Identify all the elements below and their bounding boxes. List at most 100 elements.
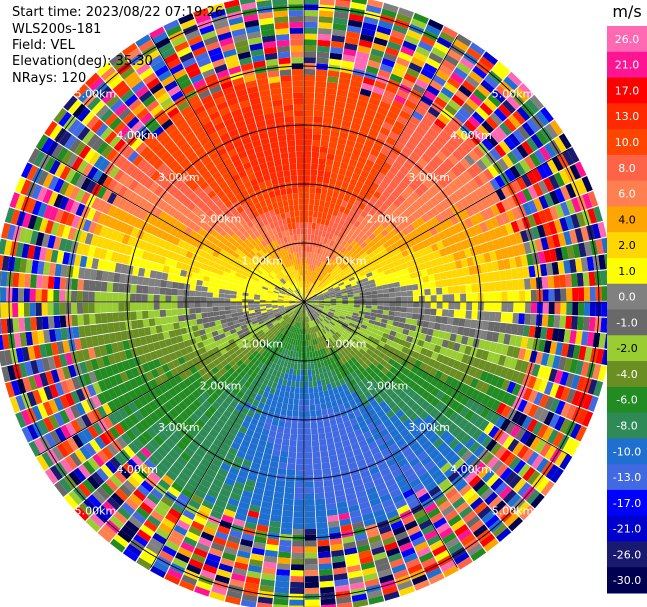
velocity-gate [454,293,461,302]
velocity-gate [374,80,387,90]
velocity-gate [441,255,450,265]
velocity-gate [219,314,227,320]
velocity-gate [248,296,255,300]
velocity-gate [506,312,514,324]
velocity-gate [153,254,161,264]
velocity-gate [454,370,463,381]
velocity-gate [447,49,463,62]
velocity-gate [329,292,336,295]
velocity-gate [235,555,250,565]
velocity-gate [310,163,318,170]
velocity-gate [291,558,304,565]
velocity-gate [86,411,98,425]
velocity-gate [411,393,421,403]
velocity-gate [341,383,349,391]
velocity-gate [571,197,582,213]
velocity-gate [220,318,228,325]
velocity-gate [318,158,327,165]
velocity-gate [358,439,368,448]
velocity-gate [317,254,322,261]
velocity-gate [357,215,365,223]
velocity-gate [179,371,188,381]
velocity-gate [329,344,335,351]
velocity-gate [532,377,543,391]
velocity-gate [520,360,530,374]
velocity-gate [378,326,386,333]
velocity-gate [189,284,197,291]
velocity-gate [283,329,288,336]
velocity-gate [551,328,560,342]
velocity-gate [365,159,375,168]
velocity-gate [264,319,271,325]
velocity-gate [402,218,412,228]
velocity-gate [302,304,304,311]
velocity-gate [87,347,96,360]
velocity-gate [319,373,325,380]
velocity-gate [266,292,273,296]
velocity-gate [299,387,304,394]
velocity-gate [304,68,316,76]
velocity-gate [197,274,205,281]
velocity-gate [214,574,230,585]
velocity-gate [314,492,325,500]
velocity-gate [369,378,377,387]
velocity-gate [311,305,318,309]
velocity-gate [262,495,274,503]
velocity-gate [33,345,42,359]
velocity-gate [305,570,319,577]
velocity-gate [191,272,199,280]
velocity-gate [317,260,322,267]
velocity-gate [418,40,433,52]
velocity-gate [386,457,397,468]
velocity-gate [239,362,247,370]
velocity-gate [376,106,389,116]
velocity-gate [577,316,584,331]
velocity-gate [412,177,423,187]
velocity-gate [417,157,428,168]
velocity-gate [246,448,256,457]
velocity-gate [65,422,77,437]
velocity-gate [442,173,453,185]
velocity-gate [203,409,213,419]
velocity-gate [401,547,416,558]
velocity-gate [400,333,408,341]
velocity-gate [400,307,408,313]
velocity-gate [271,509,283,517]
velocity-gate [164,540,180,552]
velocity-gate [347,412,356,421]
velocity-gate [460,383,470,395]
velocity-gate [461,239,470,250]
velocity-gate [321,212,328,220]
velocity-gate [337,453,346,461]
velocity-gate [249,284,257,289]
velocity-gate [313,278,318,285]
velocity-gate [202,317,209,324]
velocity-gate [530,313,537,326]
velocity-gate [496,504,511,519]
velocity-gate [314,104,324,112]
velocity-gate [406,312,413,319]
velocity-gate [75,416,87,431]
velocity-gate [356,265,363,271]
velocity-gate [525,302,532,314]
velocity-gate [212,536,227,547]
velocity-gate [394,473,406,483]
velocity-gate [266,331,273,338]
velocity-gate [306,298,313,302]
velocity-gate [200,291,208,297]
velocity-gate [304,139,312,146]
velocity-gate [452,149,464,162]
velocity-gate [289,325,294,332]
velocity-gate [260,306,267,309]
velocity-gate [1,366,11,383]
velocity-gate [130,311,137,321]
velocity-gate [261,458,271,467]
velocity-gate [389,292,396,298]
velocity-gate [531,421,544,436]
velocity-gate [305,328,308,335]
velocity-gate [348,302,355,305]
velocity-gate [581,176,593,193]
velocity-gate [305,310,307,317]
velocity-gate [286,317,291,323]
velocity-gate [259,434,269,442]
